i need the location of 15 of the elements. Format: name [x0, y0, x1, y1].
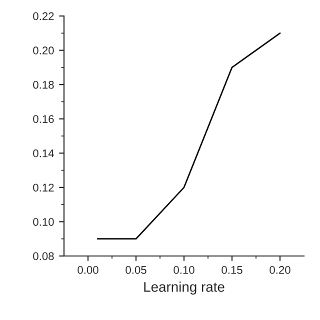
x-tick-label: 0.10 — [174, 266, 194, 274]
y-tick-label: 0.20 — [33, 46, 54, 54]
y-tick-label: 0.10 — [33, 218, 54, 226]
line-series — [96, 32, 281, 240]
y-tick-label: 0.12 — [33, 184, 54, 192]
x-tick-label: 0.15 — [222, 266, 242, 274]
y-tick-label: 0.18 — [33, 80, 54, 89]
y-tick-label: 0.16 — [33, 115, 54, 123]
x-tick-label: 0.00 — [78, 266, 98, 274]
x-tick-label: 0.20 — [270, 266, 290, 274]
y-tick-label: 0.14 — [33, 149, 54, 158]
y-tick-label: 0.22 — [33, 12, 54, 20]
y-tick-label: 0.08 — [33, 252, 54, 260]
x-tick-label: 0.05 — [126, 266, 146, 274]
x-axis-title: Learning rate — [144, 282, 224, 295]
